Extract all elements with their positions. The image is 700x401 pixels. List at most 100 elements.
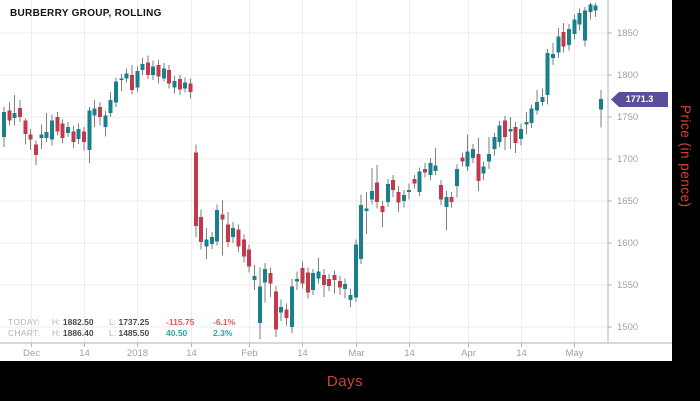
candle-down	[337, 280, 342, 288]
candle-down	[503, 120, 508, 138]
candle-up	[524, 122, 529, 125]
stats-legend: TODAY: H: 1882.50 L: 1737.25 -115.75 -6.…	[8, 317, 260, 339]
candle-up	[295, 279, 300, 282]
x-tick-label: Dec	[23, 348, 40, 359]
candle-up	[471, 148, 476, 159]
x-tick-label: Feb	[241, 348, 257, 359]
candle-up	[135, 70, 140, 88]
candle-up	[140, 64, 145, 70]
candle-up	[257, 286, 262, 323]
candle-up	[183, 82, 188, 89]
last-price-badge: 1771.3	[611, 92, 668, 107]
candle-up	[465, 151, 470, 167]
candle-up	[119, 78, 124, 81]
candle-down	[332, 274, 337, 280]
candle-up	[113, 81, 118, 103]
candle-up	[215, 210, 220, 242]
candle-up	[572, 19, 577, 34]
y-tick-label: 1600	[617, 238, 638, 249]
candle-up	[407, 190, 412, 192]
today-change-pct: -6.1%	[213, 317, 236, 327]
candle-down	[327, 279, 332, 286]
candle-up	[577, 12, 582, 25]
y-tick-label: 1650	[617, 196, 638, 207]
candle-down	[33, 144, 38, 155]
candle-up	[209, 237, 214, 244]
candle-up	[582, 10, 587, 41]
chart-change: 40.50	[166, 328, 188, 338]
candle-up	[348, 295, 353, 301]
candle-up	[359, 205, 364, 259]
candle-up	[455, 169, 460, 186]
candle-up	[289, 286, 294, 327]
candle-up	[545, 53, 550, 96]
candle-down	[71, 131, 76, 143]
candle-down	[247, 249, 252, 267]
today-high: H: 1882.50	[52, 317, 94, 327]
x-axis-title: Days	[326, 372, 364, 390]
candles	[2, 2, 603, 339]
candle-down	[460, 157, 465, 162]
candle-up	[39, 134, 44, 138]
candle-up	[172, 80, 177, 88]
candle-up	[369, 190, 374, 200]
y-tick-label: 1850	[617, 28, 638, 39]
candle-up	[204, 239, 209, 247]
candle-up	[385, 184, 390, 202]
candle-up	[417, 171, 422, 192]
candle-up	[566, 28, 571, 45]
candle-up	[529, 108, 534, 123]
candle-down	[199, 216, 204, 243]
candle-down	[7, 110, 12, 121]
chart-low: L: 1485.50	[109, 328, 150, 338]
x-tick-label: 14	[516, 348, 527, 359]
candle-down	[129, 75, 134, 91]
candle-up	[481, 166, 486, 174]
y-tick-label: 1750	[617, 112, 638, 123]
candle-up	[44, 132, 49, 138]
candle-up	[519, 128, 524, 139]
axes: 1850 1800 1750 1700 1650 1600 1550 1500 Dec 14 201…	[0, 0, 672, 359]
candle-down	[321, 274, 326, 285]
candle-down	[188, 83, 193, 92]
today-label: TODAY:	[8, 317, 41, 327]
candle-up	[550, 54, 555, 59]
candle-up	[12, 112, 17, 118]
candle-down	[220, 214, 225, 220]
candle-up	[231, 227, 236, 238]
candle-up	[311, 273, 316, 291]
chart-stats-row: CHART: H: 1886.40 L: 1485.50 40.50 2.3%	[8, 328, 260, 339]
y-tick-label: 1550	[617, 280, 638, 291]
candle-down	[28, 134, 33, 140]
chart-change-pct: 2.3%	[213, 328, 233, 338]
x-tick-label: 2018	[127, 348, 148, 359]
candle-up	[598, 99, 603, 110]
candle-up	[556, 36, 561, 53]
candle-down	[513, 127, 518, 144]
candle-up	[497, 125, 502, 143]
candle-down	[561, 32, 566, 47]
x-tick-label: 14	[297, 348, 308, 359]
y-axis-title: Price (in pence)	[678, 105, 693, 208]
candle-down	[241, 239, 246, 257]
candle-down	[167, 69, 172, 84]
x-tick-label: Mar	[348, 348, 364, 359]
candle-up	[343, 284, 348, 290]
y-tick-label: 1700	[617, 154, 638, 165]
candle-up	[540, 96, 545, 102]
candle-up	[103, 115, 108, 128]
candle-up	[433, 165, 438, 171]
candle-up	[593, 5, 598, 11]
candle-down	[55, 117, 60, 132]
candle-down	[412, 179, 417, 184]
chart-label: CHART:	[8, 328, 41, 338]
candle-down	[300, 268, 305, 284]
candle-up	[161, 68, 166, 79]
y-tick-label: 1800	[617, 70, 638, 81]
y-tick-label: 1500	[617, 322, 638, 333]
candle-up	[428, 163, 433, 175]
candle-down	[391, 180, 396, 191]
candle-up	[252, 275, 257, 280]
